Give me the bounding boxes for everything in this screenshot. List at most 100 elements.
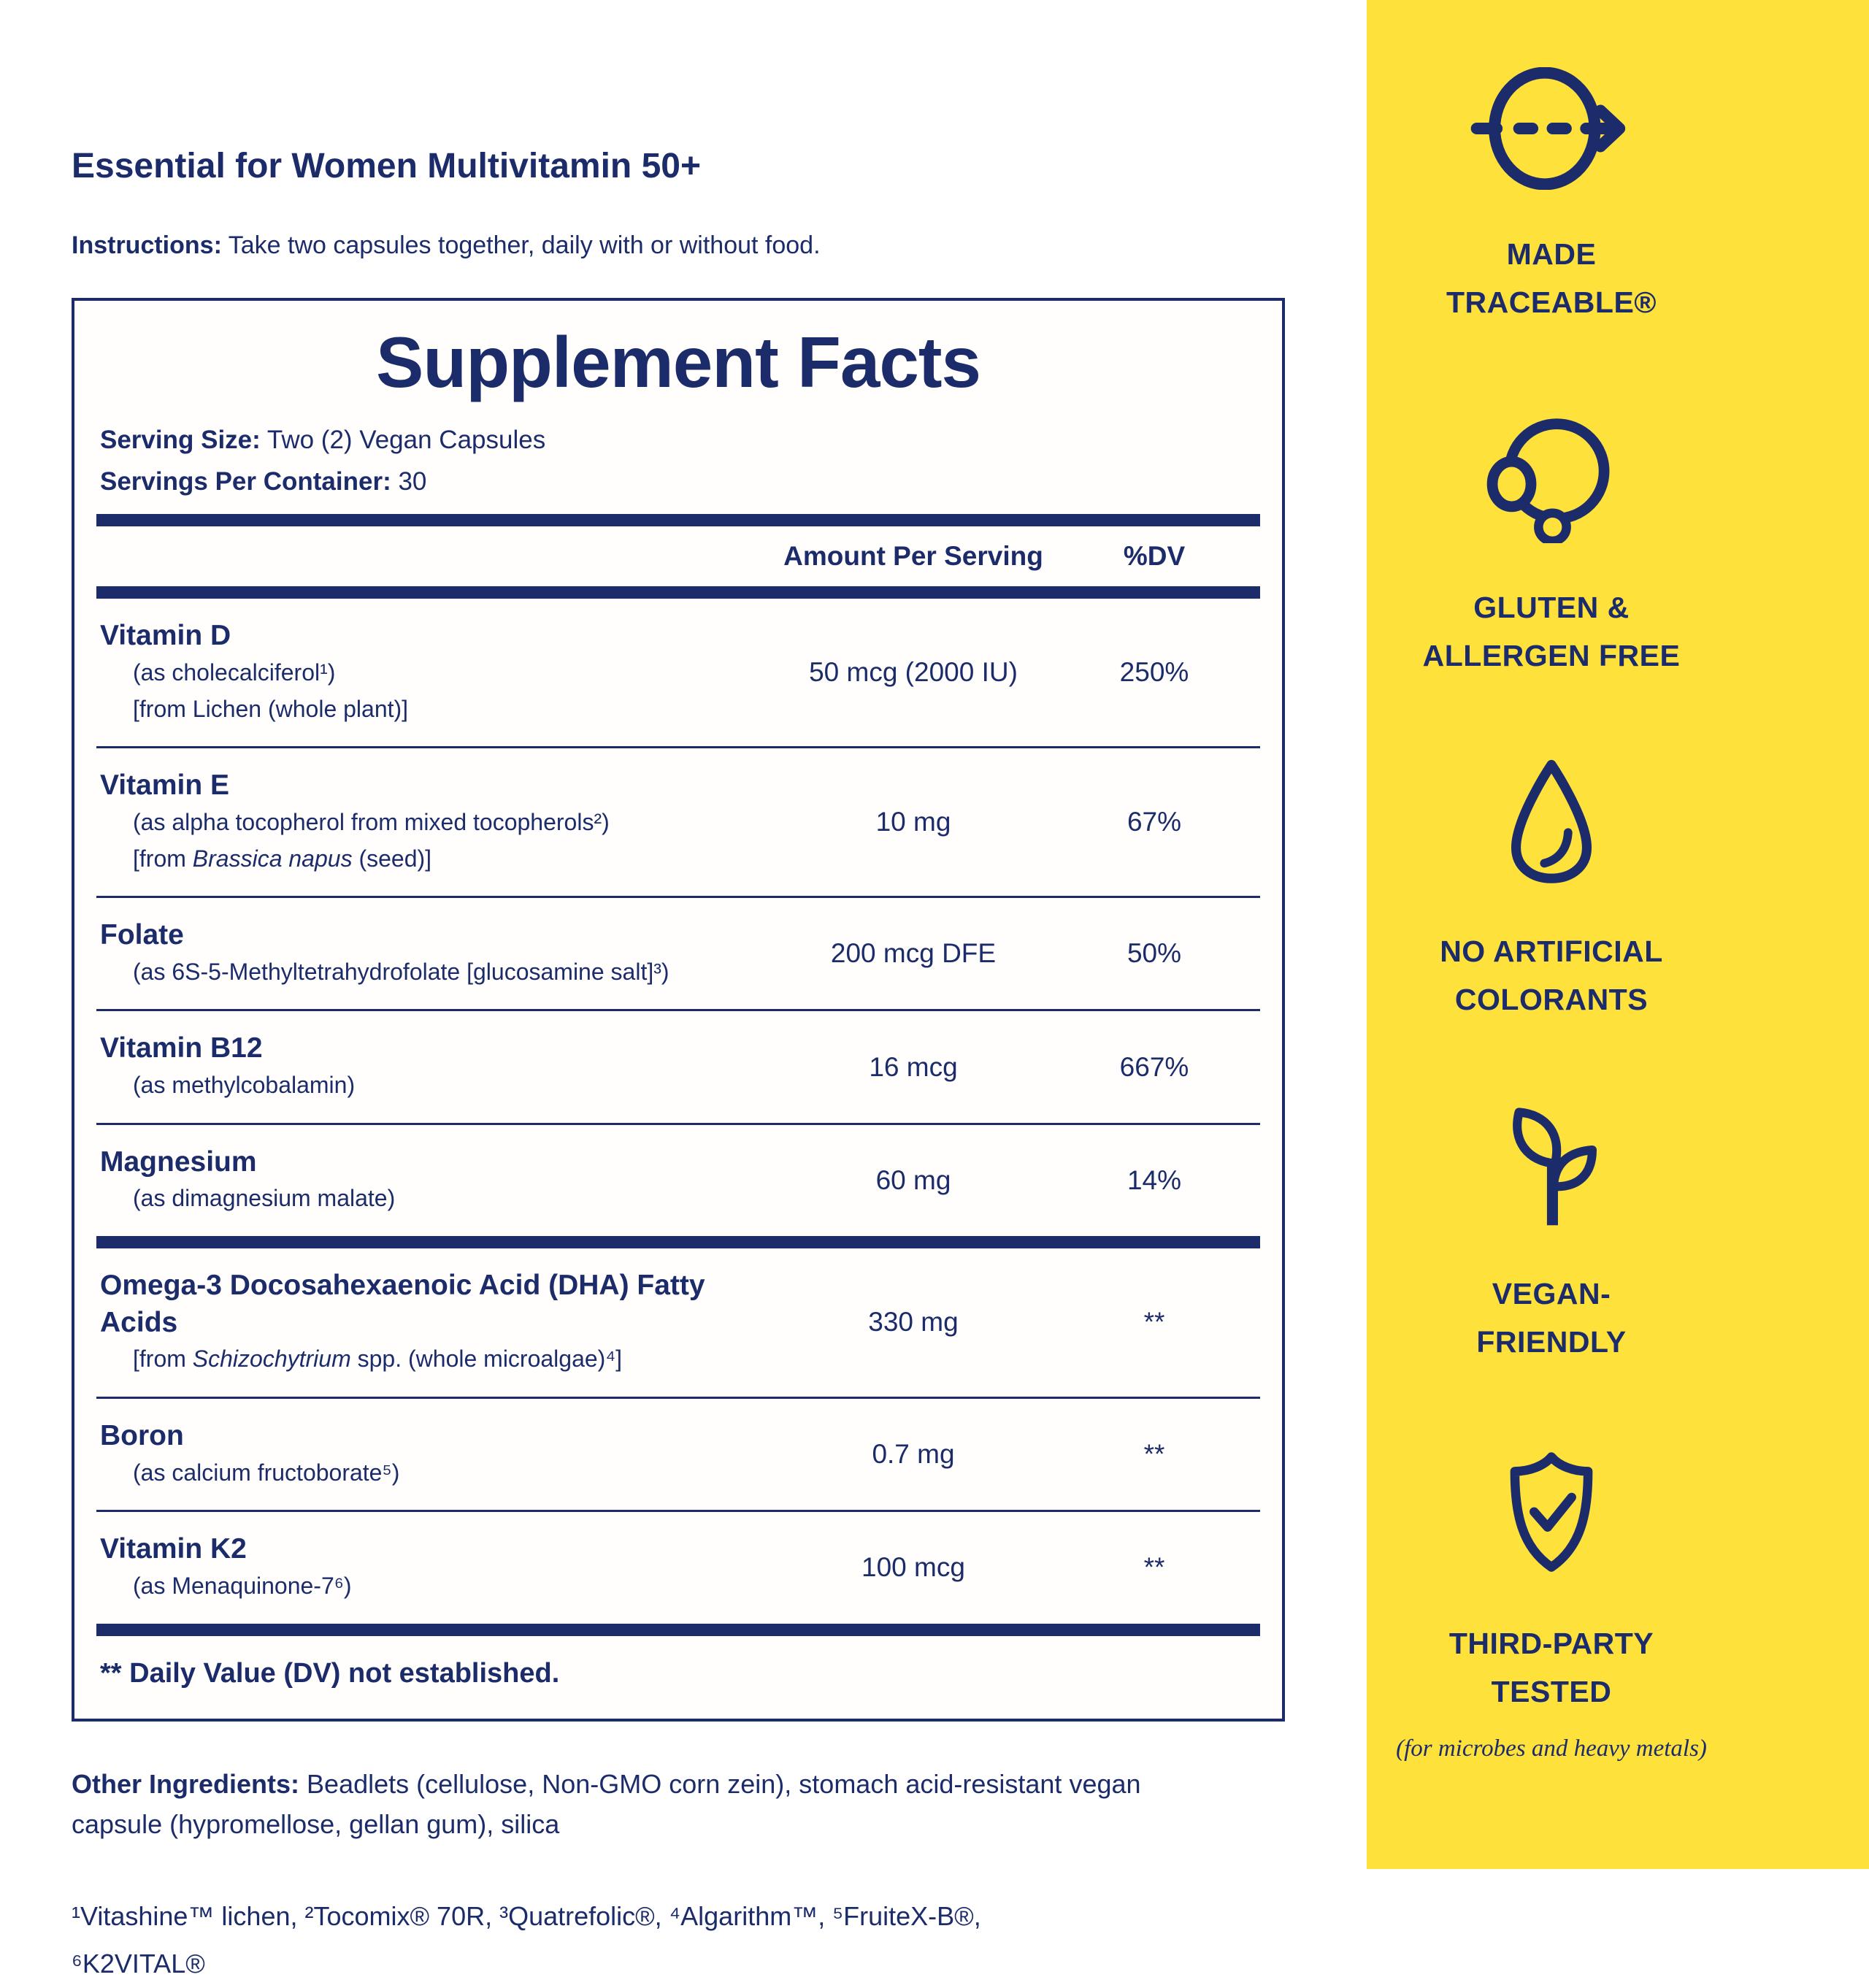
badge-label: GLUTEN & ALLERGEN FREE <box>1423 583 1681 680</box>
nutrient-note: (as dimagnesium malate) <box>133 1185 396 1212</box>
nutrient-row-vitamin-k2: Vitamin K2 (as Menaquinone-7⁶) 100 mcg *… <box>74 1512 1282 1623</box>
badge-third-party-tested: THIRD-PARTY TESTED (for microbes and hea… <box>1367 1449 1736 1762</box>
nutrient-row-folate: Folate (as 6S-5-Methyltetrahydrofolate [… <box>74 898 1282 1009</box>
instructions-label: Instructions: <box>72 231 222 259</box>
nutrient-row-boron: Boron (as calcium fructoborate⁵) 0.7 mg … <box>74 1399 1282 1510</box>
serving-size: Serving Size: Two (2) Vegan Capsules <box>74 420 1282 461</box>
nutrient-note: [from Brassica napus (seed)] <box>100 841 756 878</box>
badge-label-line: VEGAN- <box>1492 1277 1611 1310</box>
note-text: (seed)] <box>352 845 432 872</box>
amount-value: 16 mcg <box>869 1051 958 1082</box>
header-percent-dv: %DV <box>1123 541 1186 572</box>
nutrient-row-vitamin-d: Vitamin D (as cholecalciferol¹) [from Li… <box>74 599 1282 746</box>
servings-per-container: Servings Per Container: 30 <box>74 461 1282 503</box>
row-divider <box>96 1396 1260 1399</box>
row-divider <box>96 1122 1260 1125</box>
badge-label-line: ALLERGEN FREE <box>1422 639 1681 673</box>
badge-label-line: MADE <box>1506 237 1597 271</box>
dv-value: 667% <box>1119 1051 1189 1082</box>
nutrient-note: (as calcium fructoborate⁵) <box>133 1459 400 1486</box>
traceability-arrow-icon <box>1470 67 1626 190</box>
nutrient-note: (as Menaquinone-7⁶) <box>133 1572 352 1599</box>
benefits-sidebar: MADE TRACEABLE® GLUTEN & ALLERGEN FREE N… <box>1367 0 1869 1869</box>
thick-rule <box>96 1235 1260 1248</box>
nutrient-row-vitamin-e: Vitamin E (as alpha tocopherol from mixe… <box>74 748 1282 896</box>
nutrient-name-block: Vitamin E (as alpha tocopherol from mixe… <box>100 767 756 877</box>
amount-value: 10 mg <box>875 807 951 837</box>
note-text: [from <box>133 1346 193 1373</box>
thick-rule <box>96 1623 1260 1636</box>
badge-label: THIRD-PARTY TESTED <box>1449 1619 1654 1716</box>
header-amount-per-serving: Amount Per Serving <box>783 541 1043 572</box>
dv-value: 67% <box>1127 807 1182 837</box>
servings-label: Servings Per Container: <box>100 467 391 496</box>
note-text: spp. (whole microalgae)⁴] <box>350 1346 622 1373</box>
badge-gluten-allergen-free: GLUTEN & ALLERGEN FREE <box>1367 409 1736 680</box>
amount-value: 60 mg <box>875 1164 951 1195</box>
amount-value: 0.7 mg <box>872 1439 955 1470</box>
serving-size-label: Serving Size: <box>100 426 261 454</box>
nutrient-name: Folate <box>100 919 184 951</box>
table-header-row: Amount Per Serving %DV <box>74 526 1282 586</box>
amount-value: 50 mcg (2000 IU) <box>809 657 1018 688</box>
nutrient-name: Boron <box>100 1419 184 1451</box>
amount-value: 100 mcg <box>861 1552 965 1583</box>
other-ingredients: Other Ingredients: Beadlets (cellulose, … <box>72 1764 1214 1846</box>
serving-size-value: Two (2) Vegan Capsules <box>260 426 546 454</box>
nutrient-note: [from Lichen (whole plant)] <box>100 691 756 728</box>
note-italic-text: Schizochytrium <box>192 1346 351 1373</box>
nutrient-name-block: Boron (as calcium fructoborate⁵) <box>100 1418 756 1491</box>
label-left-panel: Essential for Women Multivitamin 50+ Ins… <box>72 147 1367 1979</box>
product-title: Essential for Women Multivitamin 50+ <box>72 147 701 185</box>
nutrient-name-block: Vitamin D (as cholecalciferol¹) [from Li… <box>100 618 756 727</box>
badge-label-line: COLORANTS <box>1454 983 1649 1017</box>
shield-check-icon <box>1510 1452 1593 1572</box>
badge-label-line: TESTED <box>1491 1675 1612 1709</box>
thick-rule <box>96 586 1260 599</box>
dv-value: 14% <box>1127 1164 1182 1195</box>
nutrient-name: Vitamin D <box>100 620 231 652</box>
nutrient-name-block: Omega-3 Docosahexaenoic Acid (DHA) Fatty… <box>100 1267 756 1378</box>
instructions: Instructions: Take two capsules together… <box>72 231 1367 260</box>
other-ingredients-label: Other Ingredients: <box>72 1768 300 1799</box>
sprout-icon <box>1513 1108 1597 1226</box>
gluten-free-molecule-icon <box>1486 418 1610 543</box>
nutrient-note: (as cholecalciferol¹) <box>133 659 336 686</box>
dv-value: ** <box>1143 1439 1165 1470</box>
nutrient-name: Magnesium <box>100 1145 257 1178</box>
supplement-facts-box: Supplement Facts Serving Size: Two (2) V… <box>72 298 1285 1722</box>
badge-label: MADE TRACEABLE® <box>1446 230 1657 327</box>
nutrient-name-block: Magnesium (as dimagnesium malate) <box>100 1144 756 1217</box>
amount-value: 200 mcg DFE <box>830 938 997 969</box>
trademark-footnotes: ¹Vitashine™ lichen, ²Tocomix® 70R, ³Quat… <box>72 1893 1240 1988</box>
badge-label-line: FRIENDLY <box>1476 1325 1627 1359</box>
row-divider <box>96 746 1260 749</box>
nutrient-name: Vitamin E <box>100 770 230 802</box>
nutrient-name: Vitamin B12 <box>100 1032 263 1064</box>
thick-rule <box>96 514 1260 527</box>
row-divider <box>96 896 1260 899</box>
row-divider <box>96 1009 1260 1012</box>
nutrient-row-vitamin-b12: Vitamin B12 (as methylcobalamin) 16 mcg … <box>74 1011 1282 1122</box>
dv-value: ** <box>1143 1552 1165 1583</box>
badge-vegan-friendly: VEGAN- FRIENDLY <box>1367 1104 1736 1367</box>
note-italic-text: Brassica napus <box>192 845 353 872</box>
nutrient-row-omega-3-dha: Omega-3 Docosahexaenoic Acid (DHA) Fatty… <box>74 1248 1282 1397</box>
nutrient-name-block: Vitamin K2 (as Menaquinone-7⁶) <box>100 1531 756 1604</box>
droplet-icon <box>1511 759 1592 883</box>
supplement-facts-title: Supplement Facts <box>375 322 981 402</box>
badge-label-line: GLUTEN & <box>1473 591 1630 624</box>
badge-made-traceable: MADE TRACEABLE® <box>1367 67 1736 327</box>
nutrient-note: (as 6S-5-Methyltetrahydrofolate [glucosa… <box>133 958 669 985</box>
badge-label-line: NO ARTIFICIAL <box>1440 934 1663 968</box>
dv-value: 250% <box>1119 657 1189 688</box>
amount-value: 330 mg <box>868 1307 959 1338</box>
note-text: [from <box>133 845 193 872</box>
badge-label: VEGAN- FRIENDLY <box>1476 1270 1626 1367</box>
badge-no-artificial-colorants: NO ARTIFICIAL COLORANTS <box>1367 756 1736 1024</box>
badge-sub-note: (for microbes and heavy metals) <box>1396 1735 1707 1762</box>
note-text: [from Lichen (whole plant)] <box>133 695 409 722</box>
dv-value: 50% <box>1127 938 1182 969</box>
footnote-line-2: ⁶K2VITAL® <box>72 1948 205 1979</box>
nutrient-name: Vitamin K2 <box>100 1533 247 1565</box>
